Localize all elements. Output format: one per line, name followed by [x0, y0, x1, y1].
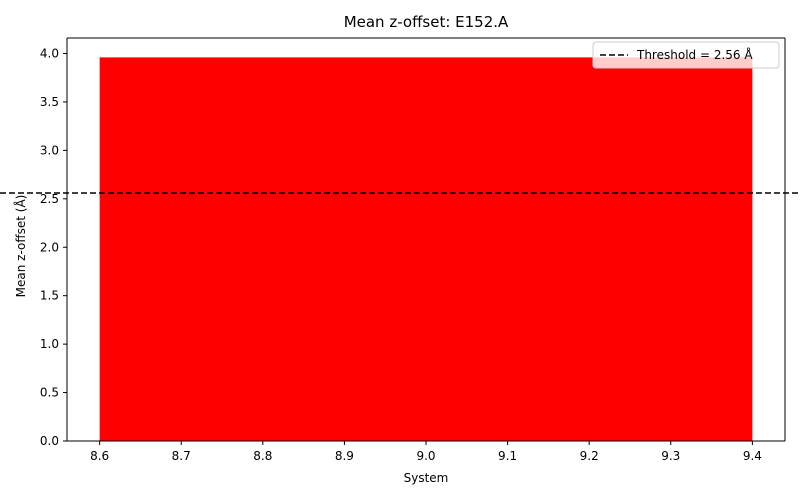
y-axis-label: Mean z-offset (Å) — [13, 195, 28, 298]
legend: Threshold = 2.56 Å — [592, 41, 780, 69]
y-tick-label-0: 0.0 — [40, 434, 59, 448]
chart-title: Mean z-offset: E152.A — [344, 13, 509, 31]
bar-0 — [99, 57, 753, 441]
x-tick-label-0: 8.6 — [90, 449, 109, 463]
x-axis-label: System — [404, 471, 449, 485]
y-tick-label-2: 1.0 — [40, 337, 59, 351]
x-tick-label-8: 9.4 — [743, 449, 762, 463]
y-tick-label-3: 1.5 — [40, 289, 59, 303]
x-tick-label-3: 8.9 — [335, 449, 354, 463]
y-tick-label-1: 0.5 — [40, 386, 59, 400]
y-axis-ticks: 0.0 0.5 1.0 1.5 2.0 2.5 3.0 3.5 4.0 — [40, 47, 67, 448]
legend-threshold-label: Threshold = 2.56 Å — [636, 47, 753, 62]
y-tick-label-7: 3.5 — [40, 95, 59, 109]
y-tick-label-8: 4.0 — [40, 47, 59, 61]
y-tick-label-5: 2.5 — [40, 192, 59, 206]
plot-area — [0, 37, 800, 442]
x-tick-label-7: 9.3 — [661, 449, 680, 463]
x-tick-label-4: 9.0 — [416, 449, 435, 463]
x-tick-label-1: 8.7 — [172, 449, 191, 463]
x-tick-label-2: 8.8 — [253, 449, 272, 463]
x-axis-ticks: 8.6 8.7 8.8 8.9 9.0 9.1 9.2 9.3 9.4 — [90, 441, 762, 463]
x-tick-label-6: 9.2 — [580, 449, 599, 463]
y-tick-label-4: 2.0 — [40, 240, 59, 254]
legend-box — [592, 41, 780, 69]
x-tick-label-5: 9.1 — [498, 449, 517, 463]
y-tick-label-6: 3.0 — [40, 143, 59, 157]
